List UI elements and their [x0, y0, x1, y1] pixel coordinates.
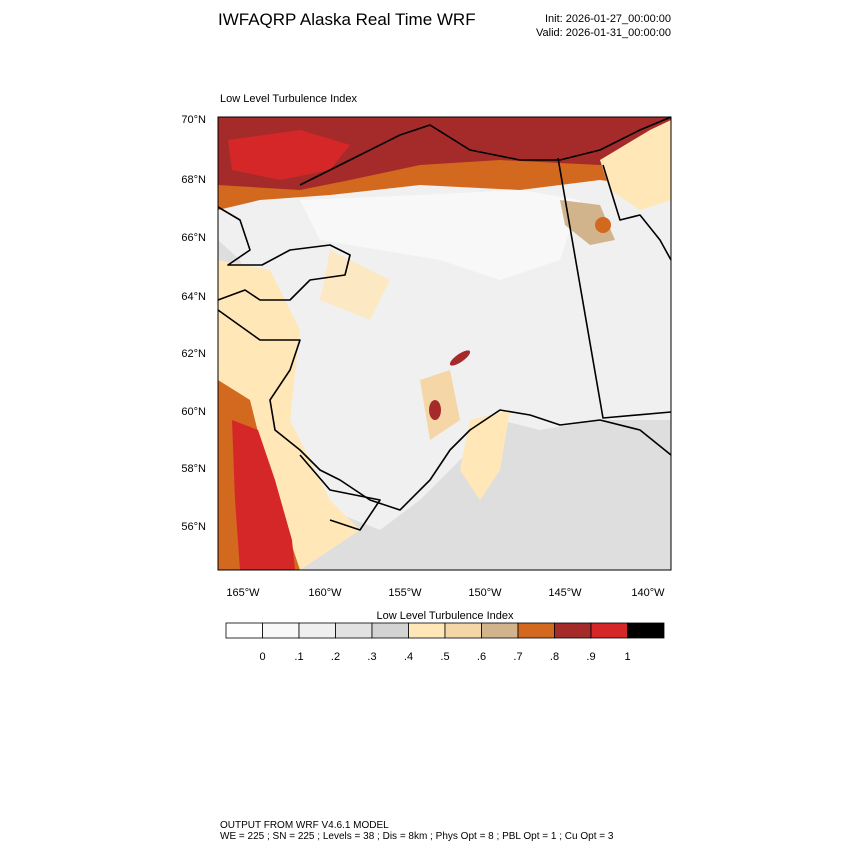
lat-label: 68°N — [181, 174, 206, 186]
title: IWFAQRP Alaska Real Time WRF — [218, 10, 476, 29]
colorbar-label: .4 — [404, 651, 413, 663]
colorbar-swatch — [554, 622, 592, 639]
colorbar-swatch — [444, 622, 482, 639]
colorbar-label: .2 — [331, 651, 340, 663]
coastlines — [217, 116, 672, 531]
colorbar-label: .8 — [550, 651, 559, 663]
colorbar-swatch — [225, 622, 263, 639]
colorbar: 0 .1 .2 .3 .4 .5 .6 .7 .8 .9 1 — [225, 622, 665, 663]
footer-line: OUTPUT FROM WRF V4.6.1 MODEL — [220, 820, 389, 831]
map-field — [218, 117, 671, 570]
colorbar-swatch — [408, 622, 446, 639]
colorbar-title: Low Level Turbulence Index — [377, 610, 514, 622]
lat-label: 56°N — [181, 521, 206, 533]
colorbar-label: 0 — [259, 651, 265, 663]
colorbar-label: .7 — [513, 651, 522, 663]
colorbar-label: .1 — [294, 651, 303, 663]
colorbar-swatch — [517, 622, 555, 639]
valid-time: Valid: 2026-01-31_00:00:00 — [536, 27, 671, 39]
lon-label: 140°W — [631, 587, 665, 599]
colorbar-swatch — [627, 622, 665, 639]
lon-label: 160°W — [308, 587, 342, 599]
lon-labels: 165°W 160°W 155°W 150°W 145°W 140°W — [226, 587, 665, 599]
lat-label: 60°N — [181, 406, 206, 418]
colorbar-swatch — [590, 622, 628, 639]
init-time: Init: 2026-01-27_00:00:00 — [545, 13, 671, 25]
lon-label: 150°W — [468, 587, 502, 599]
colorbar-label: .6 — [477, 651, 486, 663]
lat-label: 66°N — [181, 232, 206, 244]
colorbar-swatch — [262, 622, 300, 639]
lat-label: 70°N — [181, 114, 206, 126]
colorbar-label: .3 — [367, 651, 376, 663]
lat-label: 58°N — [181, 463, 206, 475]
footer-line: WE = 225 ; SN = 225 ; Levels = 38 ; Dis … — [220, 831, 614, 842]
colorbar-label: .5 — [440, 651, 449, 663]
lon-label: 145°W — [548, 587, 582, 599]
lat-label: 62°N — [181, 348, 206, 360]
colorbar-label: 1 — [624, 651, 630, 663]
colorbar-swatch — [298, 622, 336, 639]
colorbar-swatch — [371, 622, 409, 639]
lon-label: 155°W — [388, 587, 422, 599]
colorbar-swatch — [481, 622, 519, 639]
colorbar-label: .9 — [586, 651, 595, 663]
colorbar-swatch — [335, 622, 373, 639]
map-title: Low Level Turbulence Index — [220, 93, 357, 105]
lat-labels: 70°N 68°N 66°N 64°N 62°N 60°N 58°N 56°N — [181, 114, 206, 533]
lon-label: 165°W — [226, 587, 260, 599]
lat-label: 64°N — [181, 291, 206, 303]
map-frame — [217, 116, 672, 571]
